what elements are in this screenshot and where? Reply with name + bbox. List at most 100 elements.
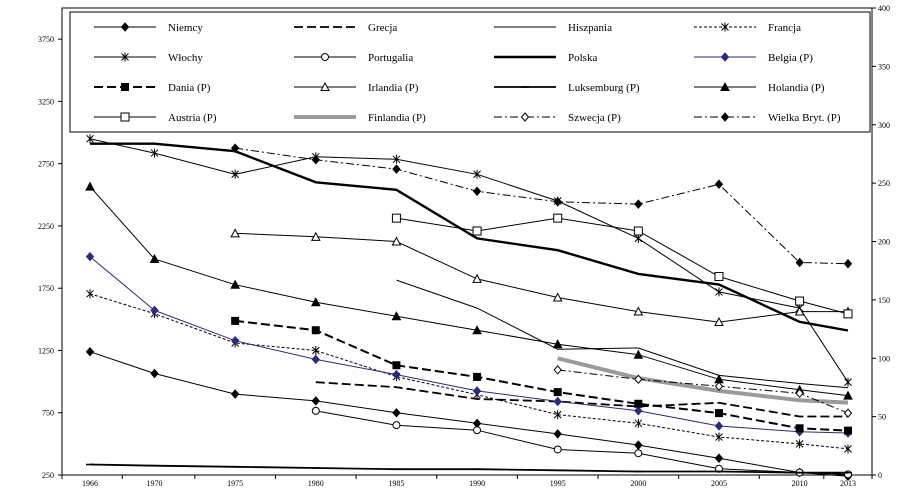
series-point (472, 418, 482, 429)
legend-item: Finlandia (P) (294, 112, 426, 124)
series-point (392, 369, 401, 380)
y2-tick-label: 50 (878, 413, 886, 422)
series-point (310, 297, 321, 307)
series-point (720, 81, 730, 91)
x-tick-label: 2000 (630, 479, 646, 488)
series-francja (86, 289, 852, 454)
series-point (311, 345, 320, 355)
series-point (843, 408, 853, 418)
series-line (315, 410, 849, 475)
y2-tick-label: 0 (878, 471, 882, 480)
series-wielka-bryt-p (230, 143, 853, 269)
legend-label: Holandia (P) (768, 82, 825, 94)
legend-item: Polska (494, 52, 597, 64)
series-szwecja-p (553, 365, 853, 418)
series-point (121, 52, 129, 62)
legend-item: Austria (P) (94, 112, 217, 124)
x-tick-label: 2013 (840, 479, 856, 488)
legend-label: Hiszpania (568, 22, 612, 34)
legend-item: Włochy (94, 52, 203, 64)
series-point (392, 361, 401, 370)
series-point (553, 396, 562, 407)
legend-label: Belgia (P) (768, 52, 813, 64)
series-point (633, 306, 644, 316)
series-line (234, 319, 849, 432)
series-point (472, 325, 482, 335)
legend-item: Portugalia (294, 52, 413, 64)
series-point (121, 83, 129, 91)
series-point (634, 418, 643, 428)
series-point (714, 316, 724, 327)
series-point (230, 143, 240, 153)
legend-label: Irlandia (P) (368, 82, 419, 94)
y-tick-label: 250 (42, 471, 54, 480)
x-tick-label: 1985 (388, 479, 404, 488)
series-point (633, 226, 643, 236)
series-point (311, 406, 320, 415)
legend-item: Wielka Bryt. (P) (694, 112, 841, 124)
series-point (552, 292, 563, 302)
y2-tick-label: 400 (878, 4, 890, 13)
series-point (795, 424, 804, 433)
series-point (311, 354, 320, 365)
series-point (553, 365, 562, 375)
x-tick-label: 1966 (82, 479, 98, 488)
series-point (715, 432, 723, 442)
series-point (230, 228, 240, 238)
y2-tick-label: 350 (878, 62, 890, 71)
legend-label: Luksemburg (P) (568, 82, 640, 94)
series-point (720, 52, 730, 62)
series-line (396, 217, 849, 315)
series-point (794, 306, 805, 316)
legend-item: Irlandia (P) (294, 81, 419, 94)
legend-label: Dania (P) (168, 82, 211, 94)
series-point (310, 231, 321, 241)
legend-label: Szwecja (P) (568, 112, 621, 124)
y-tick-label: 3250 (38, 97, 54, 106)
series-point (634, 374, 643, 385)
series-point (520, 112, 530, 122)
series-point (86, 134, 94, 144)
x-tick-label: 1980 (308, 479, 324, 488)
series-hiszpania (396, 279, 849, 389)
legend-label: Francja (768, 22, 801, 34)
series-point (311, 155, 320, 165)
series-point (714, 179, 724, 190)
legend-label: Niemcy (168, 22, 203, 34)
series-line (89, 293, 849, 450)
series-point (150, 368, 159, 379)
series-line (89, 138, 849, 383)
series-point (843, 258, 853, 269)
series-line (90, 142, 849, 332)
legend-item: Belgia (P) (694, 52, 813, 64)
series-dania-p (231, 316, 852, 435)
series-point (795, 439, 804, 449)
legend-label: Finlandia (P) (368, 112, 426, 124)
legend-item: Niemcy (94, 22, 203, 34)
series-point (392, 421, 401, 430)
series-point (633, 349, 644, 359)
series-finlandia-p (557, 356, 849, 405)
y-tick-label: 3750 (38, 35, 54, 44)
series-point (473, 372, 482, 381)
legend-box (69, 11, 871, 133)
series-luksemburg-p (86, 463, 852, 474)
y-tick-label: 750 (42, 409, 54, 418)
series-point (391, 311, 402, 321)
y2-tick-label: 200 (878, 238, 890, 247)
series-irlandia-p (230, 228, 853, 327)
series-austria-p (391, 213, 853, 319)
series-point (392, 164, 401, 174)
series-point (472, 226, 482, 236)
series-line (557, 356, 849, 405)
series-point (120, 112, 130, 122)
series-point (311, 396, 320, 406)
series-point (472, 273, 482, 283)
series-point (795, 388, 804, 399)
legend-item: Luksemburg (P) (494, 82, 640, 94)
legend-item: Francja (694, 22, 801, 34)
series-grecja (315, 381, 848, 418)
legend-item: Szwecja (P) (494, 112, 621, 124)
